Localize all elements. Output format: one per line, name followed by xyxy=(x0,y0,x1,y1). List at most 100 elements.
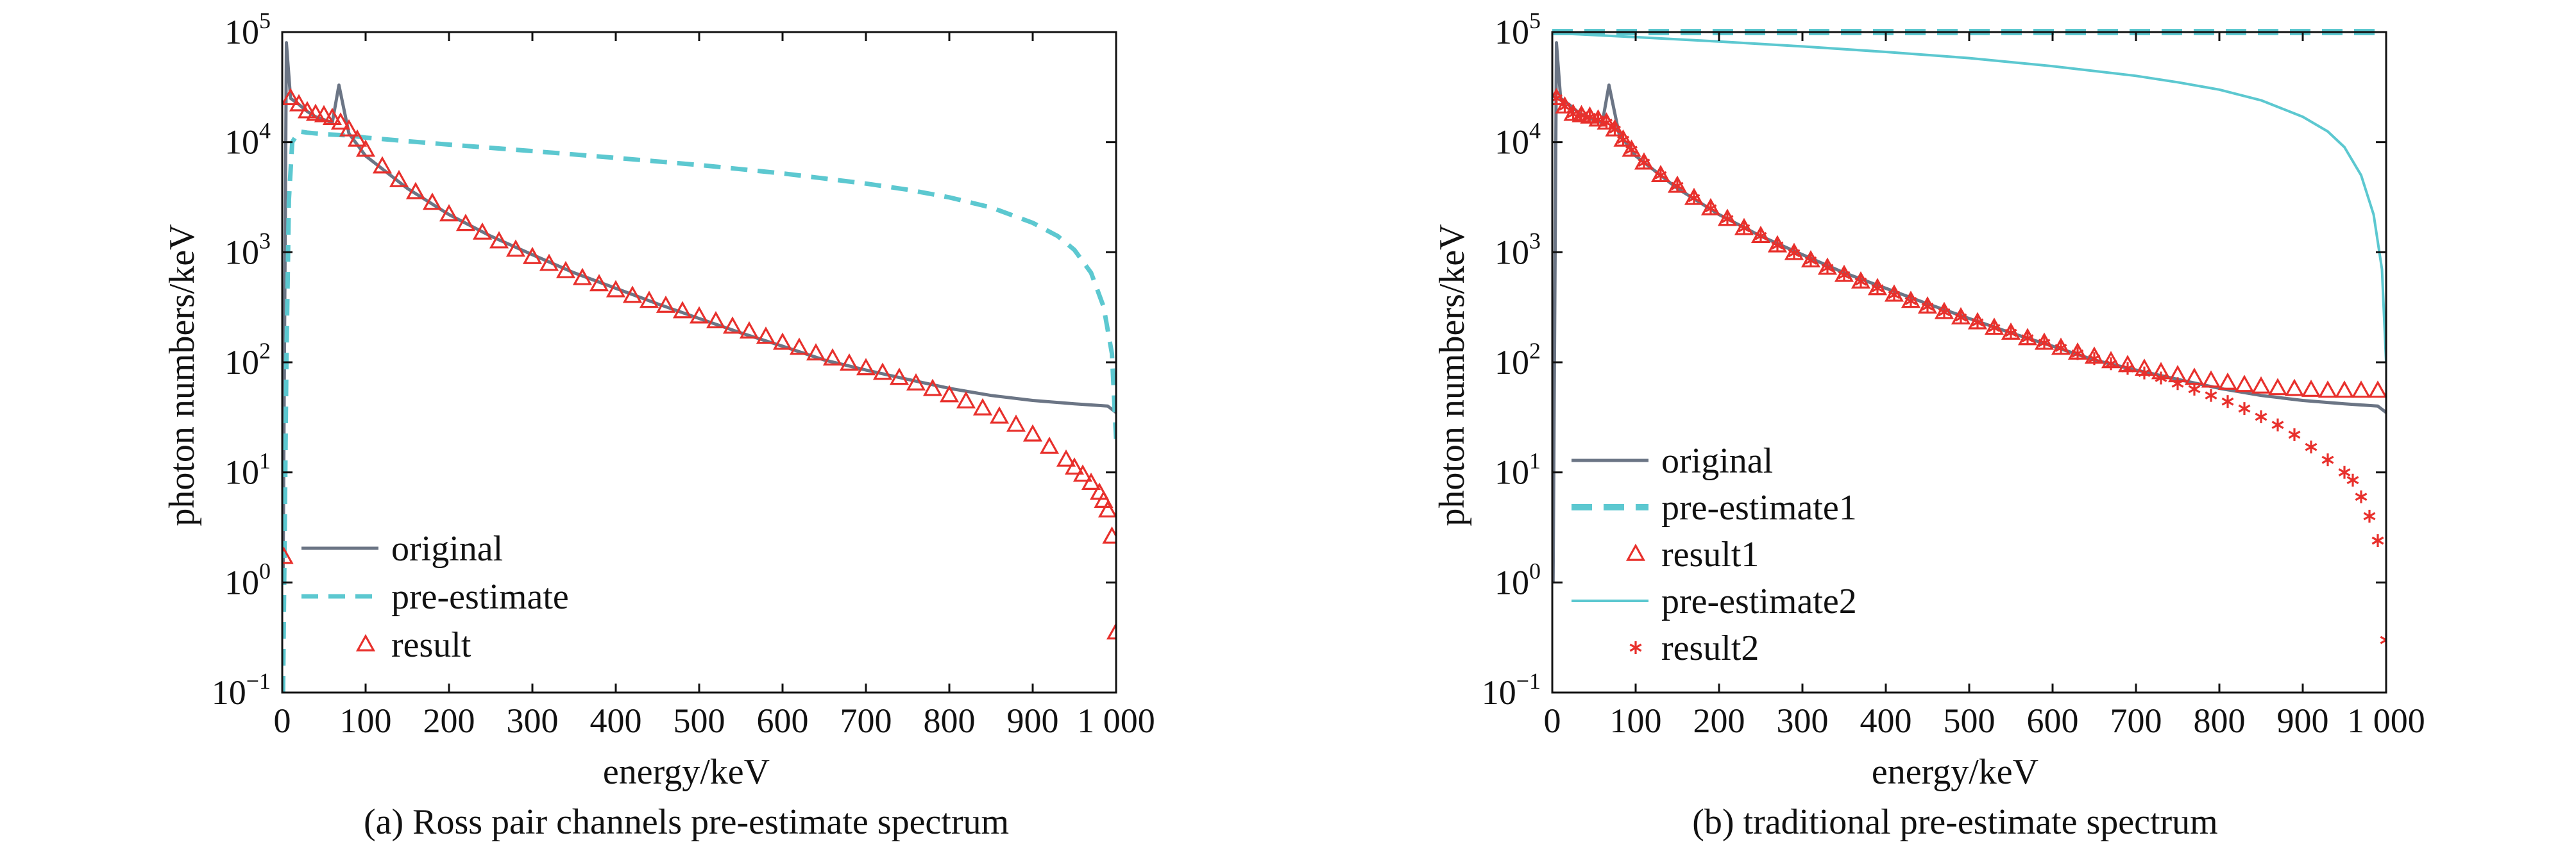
series-result-marker xyxy=(322,108,343,126)
plot-area xyxy=(282,41,1116,693)
series-result1-marker xyxy=(2217,372,2238,390)
series-result-marker xyxy=(939,385,960,403)
series-result2-marker xyxy=(2271,418,2284,432)
y-tick-label: 100 xyxy=(1495,558,1541,601)
series-result2-marker xyxy=(2021,332,2034,345)
x-tick-label: 600 xyxy=(2027,702,2079,740)
y-tick-label: 103 xyxy=(225,228,271,271)
series-result2-marker xyxy=(1600,116,1613,130)
legend-swatch-marker xyxy=(355,634,376,651)
series-result-marker xyxy=(455,214,476,231)
x-tick-label: 100 xyxy=(1610,702,1662,740)
series-result-marker xyxy=(347,129,368,147)
legend-label: original xyxy=(391,529,503,569)
series-result-marker xyxy=(689,306,709,324)
x-axis-title-a: energy/keV xyxy=(603,752,770,792)
series-result1-marker xyxy=(2318,380,2338,398)
y-tick-label: 102 xyxy=(225,338,271,382)
series-result1-marker xyxy=(2251,376,2271,394)
y-tick-label: 101 xyxy=(1495,448,1541,492)
series-result-marker xyxy=(314,105,334,122)
series-original-line xyxy=(282,41,1116,583)
series-result2-marker xyxy=(1688,191,1700,205)
series-result2-marker xyxy=(1738,221,1750,235)
series-result-marker xyxy=(330,112,351,130)
series-result-marker xyxy=(589,274,609,292)
series-result-marker xyxy=(1006,414,1026,432)
series-result2-marker xyxy=(1609,123,1621,137)
x-tick-label: 0 xyxy=(1544,702,1561,740)
legend-label: result2 xyxy=(1661,628,1759,668)
series-result2-marker xyxy=(1584,110,1596,124)
series-result2-marker xyxy=(2338,466,2351,479)
legend-item-pre-estimate: pre-estimate xyxy=(301,577,569,617)
legend-item-pre-estimate2: pre-estimate2 xyxy=(1572,582,1857,621)
series-result-marker xyxy=(1102,526,1116,544)
x-tick-label: 200 xyxy=(423,702,475,740)
x-tick-label: 700 xyxy=(840,702,892,740)
x-tick-label: 1 000 xyxy=(1077,702,1155,740)
series-result2-marker xyxy=(2038,336,2051,349)
x-tick-label: 200 xyxy=(1693,702,1745,740)
series-result2-marker xyxy=(1654,169,1667,182)
x-tick-label: 700 xyxy=(2110,702,2162,740)
series-result2-marker xyxy=(1625,143,1638,156)
series-result2-marker xyxy=(1721,212,1734,226)
x-tick-label: 900 xyxy=(2277,702,2329,740)
legend-item-result: result xyxy=(355,625,471,665)
series-result2-marker xyxy=(1838,268,1851,282)
series-result-marker xyxy=(822,348,843,366)
y-axis-title-b: photon numbers/keV xyxy=(1432,224,1472,526)
series-result2-marker xyxy=(2155,371,2167,385)
x-tick-label: 300 xyxy=(1777,702,1829,740)
legend-label: pre-estimate xyxy=(391,577,569,617)
legend-label: pre-estimate2 xyxy=(1661,582,1857,621)
x-tick-label: 900 xyxy=(1007,702,1059,740)
x-axis-title-b: energy/keV xyxy=(1872,752,2038,792)
series-result2-marker xyxy=(1871,282,1884,295)
x-tick-label: 300 xyxy=(507,702,559,740)
x-tick-label: 400 xyxy=(590,702,642,740)
y-tick-label: 102 xyxy=(1495,338,1541,382)
series-result-marker xyxy=(789,337,809,355)
series-result1-marker xyxy=(2351,380,2371,398)
series-result-marker xyxy=(606,280,626,298)
series-result2-marker xyxy=(1921,300,1934,314)
series-result2-marker xyxy=(1559,100,1571,113)
series-result2-marker xyxy=(1754,230,1767,243)
y-tick-label: 104 xyxy=(225,118,271,162)
series-result2-marker xyxy=(2288,428,2301,441)
legend-label: result xyxy=(391,625,471,665)
series-result2-marker xyxy=(2055,341,2067,355)
y-tick-label: 100 xyxy=(225,558,271,601)
series-pre-estimate2-line xyxy=(1552,31,2386,363)
series-result-marker xyxy=(872,362,893,380)
series-result2-marker xyxy=(2238,402,2251,416)
series-result-marker xyxy=(1072,464,1093,482)
legend-item-original: original xyxy=(301,529,503,569)
series-result2-marker xyxy=(1617,133,1629,147)
series-result2-marker xyxy=(1954,311,1967,324)
x-tick-label: 1 000 xyxy=(2347,702,2425,740)
series-result2-marker xyxy=(1671,179,1684,192)
series-result-marker xyxy=(922,378,943,396)
series-result2-marker xyxy=(2221,395,2234,408)
series-result-marker xyxy=(756,326,776,344)
series-result-marker xyxy=(555,260,576,278)
x-tick-label: 400 xyxy=(1860,702,1912,740)
series-result-marker xyxy=(282,546,294,564)
series-result-marker xyxy=(297,101,318,119)
series-result-marker xyxy=(722,316,743,334)
series-result-marker xyxy=(572,267,593,285)
series-result-marker xyxy=(522,246,543,264)
series-result2-marker xyxy=(1988,321,2001,335)
series-result-marker xyxy=(739,321,759,339)
series-result2-marker xyxy=(1854,275,1867,289)
series-result-marker xyxy=(289,94,309,112)
series-result2-marker xyxy=(1971,315,1984,329)
series-result-marker xyxy=(472,222,493,240)
series-result2-marker xyxy=(1771,239,1784,252)
legend-item-original: original xyxy=(1572,441,1773,481)
series-result-marker xyxy=(1094,490,1114,508)
